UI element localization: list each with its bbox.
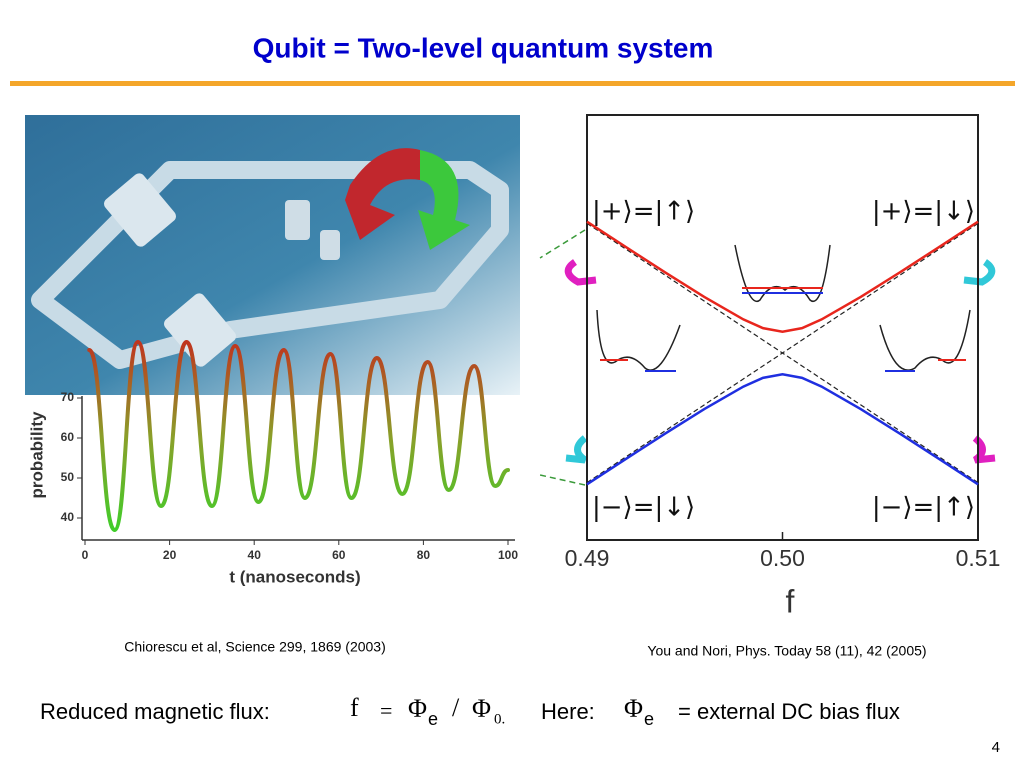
x-axis-label: f (786, 583, 795, 619)
footer-label: Reduced magnetic flux: (40, 699, 270, 724)
x-axis-label: t (nanoseconds) (229, 567, 360, 586)
subscript: e (644, 709, 654, 729)
asymptote (586, 222, 979, 484)
subscript: 0. (494, 711, 505, 727)
title-rule (10, 81, 1015, 86)
potential-insets (539, 229, 971, 486)
plots: 0 20 40 60 80 100 40 50 60 70 t (nanoseconds) proba… (27, 114, 1001, 619)
x-tick-label: 40 (248, 548, 262, 562)
symbol: Φ (624, 694, 643, 723)
footer-text: Here: (541, 699, 595, 724)
y-tick-label: 70 (61, 390, 75, 404)
state-label: |+⟩=|↓⟩ (872, 197, 975, 227)
state-label: |−⟩=|↑⟩ (872, 493, 975, 523)
state-label: |−⟩=|↓⟩ (592, 493, 695, 523)
oscillation-curve (87, 339, 510, 533)
state-label: |+⟩=|↑⟩ (592, 197, 695, 227)
x-tick-label: 60 (332, 548, 346, 562)
symbol: Φ (472, 694, 491, 723)
energy-level (586, 220, 979, 334)
x-tick-label: 0.51 (956, 545, 1001, 571)
slide-title: Qubit = Two-level quantum system (253, 32, 714, 63)
caption: You and Nori, Phys. Today 58 (11), 42 (2… (647, 643, 926, 659)
energy-level (586, 372, 979, 486)
plot-frame (586, 114, 979, 541)
chip-photo (25, 115, 520, 395)
symbol: Φ (408, 694, 427, 723)
y-axis-label: probability (27, 411, 46, 498)
symbol: f (350, 693, 359, 722)
footer-formula: Reduced magnetic flux: f = Φ e / Φ 0. He… (40, 693, 900, 729)
y-tick-label: 50 (61, 470, 75, 484)
x-tick-label: 20 (163, 548, 177, 562)
symbol: = (380, 698, 392, 723)
y-tick-label: 60 (61, 430, 75, 444)
x-tick-label: 0 (82, 548, 89, 562)
caption: Chiorescu et al, Science 299, 1869 (2003… (124, 639, 386, 655)
page-number: 4 (992, 739, 1000, 756)
x-tick-label: 100 (498, 548, 518, 562)
x-tick-label: 0.49 (565, 545, 610, 571)
y-tick-label: 40 (61, 510, 75, 524)
subscript: e (428, 709, 438, 729)
symbol: / (452, 693, 460, 722)
rotation-arrows (564, 259, 996, 464)
footer-text: = external DC bias flux (678, 699, 900, 724)
x-tick-label: 0.50 (760, 545, 805, 571)
x-tick-label: 80 (417, 548, 431, 562)
